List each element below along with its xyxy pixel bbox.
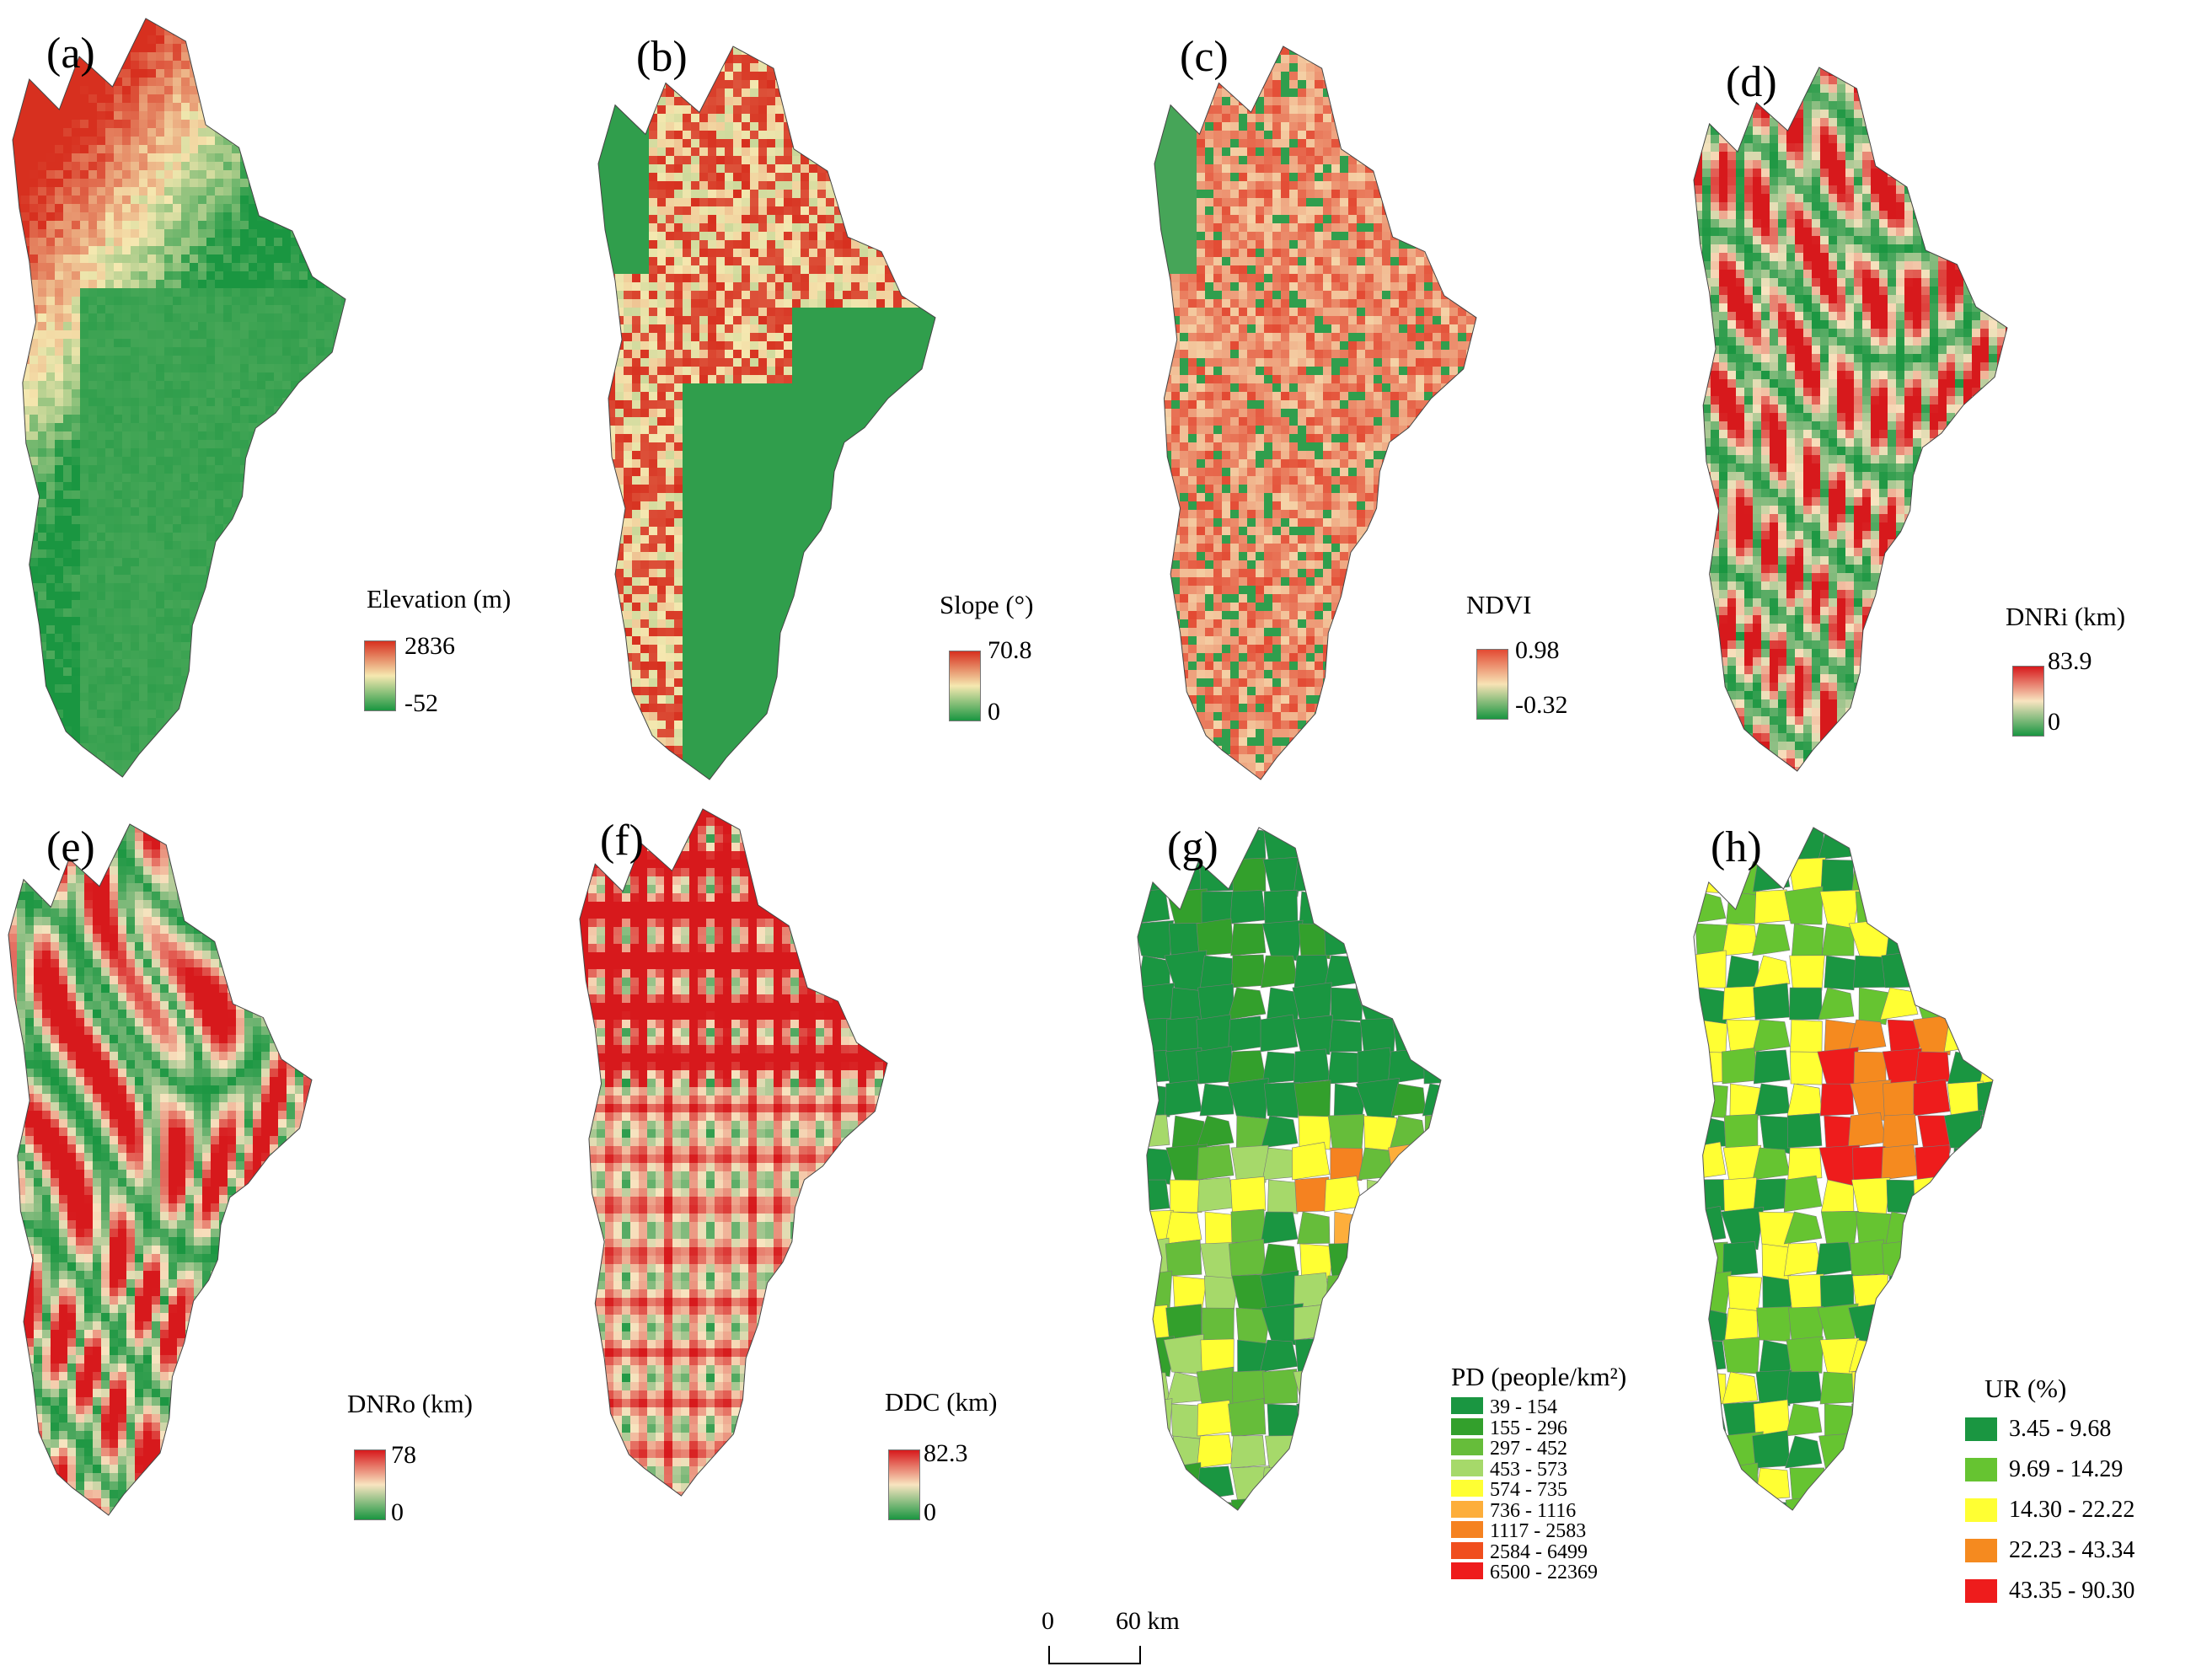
legend-class-label: 453 - 573 (1490, 1460, 1567, 1480)
legend-class-label: 736 - 1116 (1490, 1501, 1576, 1521)
map-raster (1694, 67, 2007, 771)
map-raster (1154, 46, 1476, 780)
urbanization-rate-map (1693, 827, 1994, 1511)
panel-slope: (b) Slope (°) 70.8 0 (581, 0, 1138, 784)
population-density-map (1137, 827, 1442, 1511)
panel-letter: (e) (46, 826, 95, 870)
legend-class-label: 574 - 735 (1490, 1480, 1567, 1500)
legend-swatch (1965, 1539, 1997, 1562)
legend-class-label: 155 - 296 (1490, 1418, 1567, 1439)
panel-letter: (f) (600, 819, 644, 863)
legend-title: PD (people/km²) (1451, 1364, 1626, 1390)
slope-map (597, 46, 936, 780)
scale-bar-line (1048, 1646, 1141, 1664)
legend-class-label: 9.69 - 14.29 (2009, 1458, 2123, 1481)
legend-swatch (1965, 1417, 1997, 1441)
legend-class-label: 1117 - 2583 (1490, 1521, 1586, 1541)
panel-dnro: (e) DNRo (km) 78 0 (0, 784, 565, 1584)
legend-class-label: 43.35 - 90.30 (2009, 1579, 2134, 1603)
panel-letter: (g) (1167, 826, 1218, 870)
ndvi-map (1154, 46, 1477, 780)
map-outline (1693, 67, 2008, 772)
legend-min-value: 0 (391, 1500, 404, 1525)
panel-letter: (b) (636, 35, 688, 79)
legend-min-value: 0 (988, 699, 1000, 725)
map-outline (8, 823, 313, 1516)
legend-title: Slope (°) (940, 592, 1033, 618)
legend-color-ramp (888, 1449, 920, 1520)
legend-swatch (1451, 1459, 1483, 1476)
panel-population-density: (g) PD (people/km²) 39 - 154 155 - 296 297… (1121, 784, 1677, 1584)
map-raster (13, 19, 345, 777)
map-outline (579, 808, 888, 1497)
legend-swatch (1451, 1521, 1483, 1538)
panel-letter: (a) (46, 32, 95, 76)
legend-min-value: -52 (404, 691, 438, 716)
scale-bar-distance-label: 60 km (1116, 1607, 1180, 1636)
legend-swatch (1451, 1439, 1483, 1455)
panel-urbanization-rate: (h) UR (%) 3.45 - 9.68 9.69 - 14.29 14.30 … (1677, 784, 2212, 1603)
legend-title: DNRi (km) (2006, 603, 2125, 630)
legend-swatch (1451, 1397, 1483, 1414)
dnri-map (1693, 67, 2008, 772)
legend-class-label: 3.45 - 9.68 (2009, 1417, 2111, 1441)
legend-title: DDC (km) (885, 1389, 997, 1415)
legend-class-label: 297 - 452 (1490, 1439, 1567, 1459)
map-raster (580, 809, 887, 1496)
legend-swatch (1451, 1562, 1483, 1579)
legend-color-ramp (364, 640, 396, 711)
legend-swatch (1965, 1498, 1997, 1522)
legend-max-value: 70.8 (988, 638, 1032, 663)
legend-title: Elevation (m) (367, 586, 511, 612)
map-outline (597, 46, 936, 780)
panel-elevation: (a) Elevation (m) 2836 -52 (0, 0, 581, 784)
scale-bar: 0 60 km (1038, 1607, 1207, 1666)
legend-min-value: 0 (2048, 710, 2060, 735)
legend-max-value: 2836 (404, 634, 455, 659)
panel-ndvi: (c) NDVI 0.98 -0.32 (1138, 0, 1677, 784)
legend-min-value: 0 (924, 1500, 936, 1525)
legend-swatch (1965, 1579, 1997, 1603)
legend-min-value: -0.32 (1515, 693, 1568, 718)
legend-swatch (1451, 1500, 1483, 1518)
map-raster (598, 46, 935, 780)
map-outline (1137, 827, 1442, 1511)
legend-color-ramp (949, 651, 981, 721)
panel-dnri: (d) DNRi (km) 83.9 0 (1677, 0, 2212, 784)
legend-max-value: 0.98 (1515, 638, 1560, 663)
map-polygons (1138, 828, 1441, 1510)
legend-class-label: 2584 - 6499 (1490, 1542, 1588, 1562)
panel-letter: (c) (1180, 35, 1229, 79)
map-outline (12, 18, 346, 778)
legend-title: DNRo (km) (347, 1390, 473, 1417)
legend-class-label: 6500 - 22369 (1490, 1562, 1598, 1583)
legend-swatch (1965, 1458, 1997, 1481)
legend-swatch (1451, 1541, 1483, 1559)
legend-class-label: 39 - 154 (1490, 1397, 1557, 1417)
dnro-map (8, 823, 313, 1516)
elevation-map (12, 18, 346, 778)
legend-max-value: 83.9 (2048, 649, 2092, 674)
legend-swatch (1451, 1480, 1483, 1497)
legend-swatch (1451, 1417, 1483, 1435)
panel-ddc: (f) DDC (km) 82.3 0 (565, 784, 1121, 1584)
map-outline (1693, 827, 1994, 1511)
legend-color-ramp (1476, 649, 1508, 720)
map-raster (8, 824, 312, 1515)
legend-class-label: 14.30 - 22.22 (2009, 1498, 2134, 1522)
ddc-map (579, 808, 888, 1497)
legend-max-value: 78 (391, 1443, 416, 1468)
legend-title: UR (%) (1984, 1375, 2066, 1401)
legend-color-ramp (354, 1449, 386, 1520)
legend-max-value: 82.3 (924, 1441, 968, 1466)
panel-letter: (h) (1711, 826, 1762, 870)
panel-letter: (d) (1726, 61, 1777, 104)
legend-color-ramp (2012, 666, 2044, 737)
legend-class-label: 22.23 - 43.34 (2009, 1539, 2134, 1562)
legend-title: NDVI (1466, 592, 1532, 618)
scale-bar-zero-label: 0 (1042, 1607, 1054, 1636)
map-outline (1154, 46, 1477, 780)
